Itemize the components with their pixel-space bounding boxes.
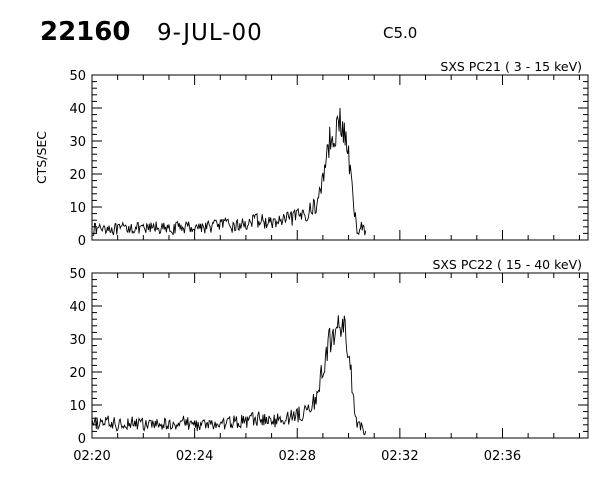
x-tick-label: 02:28 (279, 449, 316, 464)
event-number: 22160 (40, 17, 130, 47)
panel-title: SXS PC21 ( 3 - 15 keV) (440, 59, 582, 74)
y-tick-label: 10 (69, 399, 86, 414)
y-tick-label: 50 (69, 267, 86, 282)
plot-frame (91, 272, 589, 439)
panel-sxs-pc22: 0 10 20 30 40 50 02:20 02:24 02:28 02:32 02:36 SXS … (69, 257, 589, 464)
y-tick-label: 40 (69, 102, 86, 117)
x-tick-label: 02:24 (176, 449, 213, 464)
y-tick-label: 0 (78, 432, 86, 447)
y-tick-label: 20 (69, 168, 86, 183)
y-tick-label: 10 (69, 201, 86, 216)
y-tick-label: 50 (69, 69, 86, 84)
y-tick-label: 20 (69, 366, 86, 381)
y-tick-label: 40 (69, 300, 86, 315)
panel-sxs-pc21: 0 10 20 30 40 50 SXS PC21 ( 3 - 15 keV) CTS/SEC (34, 59, 589, 249)
x-tick-label: 02:32 (381, 449, 418, 464)
panel-title: SXS PC22 ( 15 - 40 keV) (432, 257, 582, 272)
plot-frame (91, 74, 589, 241)
data-trace (91, 315, 367, 436)
x-tick-label: 02:36 (484, 449, 521, 464)
y-tick-label: 30 (69, 333, 86, 348)
y-axis-label: CTS/SEC (34, 131, 49, 184)
data-trace (91, 107, 367, 236)
y-tick-label: 30 (69, 135, 86, 150)
flare-class: C5.0 (383, 24, 417, 42)
y-tick-label: 0 (78, 234, 86, 249)
event-date: 9-JUL-00 (157, 20, 263, 46)
x-tick-label: 02:20 (73, 449, 110, 464)
